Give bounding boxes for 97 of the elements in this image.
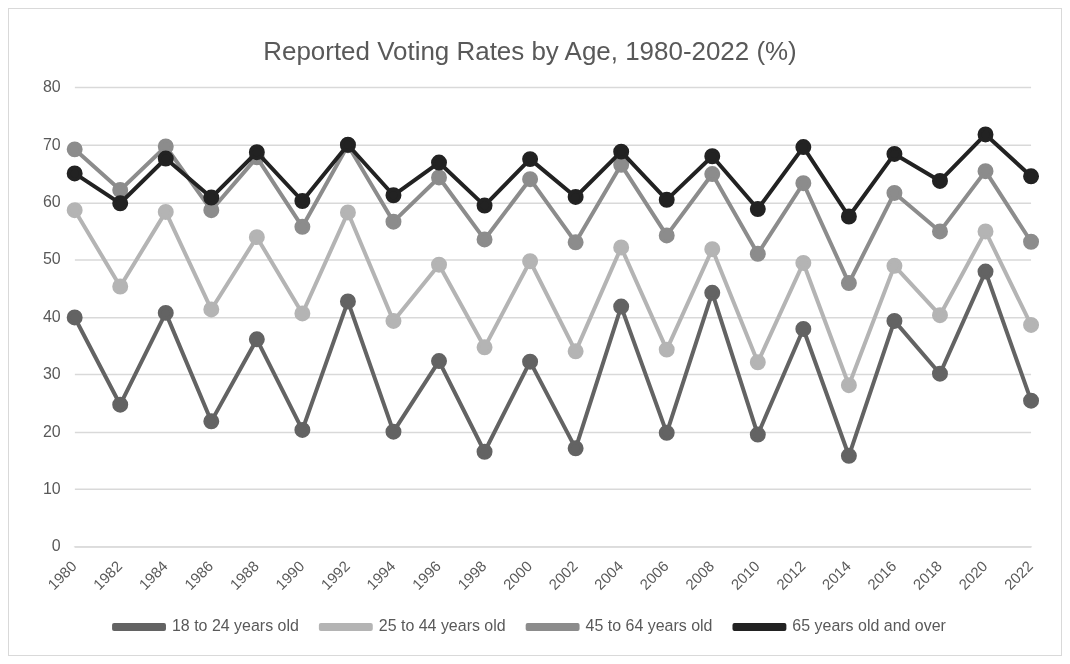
point bbox=[294, 305, 311, 322]
point bbox=[248, 331, 265, 348]
legend-label: 18 to 24 years old bbox=[171, 617, 299, 635]
y-tick-label: 60 bbox=[42, 193, 61, 211]
point bbox=[704, 284, 721, 301]
point bbox=[112, 182, 129, 199]
point bbox=[931, 365, 948, 382]
point bbox=[522, 171, 539, 188]
point bbox=[112, 278, 129, 295]
point bbox=[294, 421, 311, 438]
point bbox=[613, 239, 630, 256]
point bbox=[66, 202, 83, 219]
point bbox=[886, 184, 903, 201]
point bbox=[658, 191, 675, 208]
point bbox=[522, 353, 539, 370]
point bbox=[112, 195, 129, 212]
point bbox=[749, 201, 766, 218]
point bbox=[1023, 168, 1040, 185]
point bbox=[977, 163, 994, 180]
point bbox=[795, 175, 812, 192]
point bbox=[66, 165, 83, 182]
point bbox=[886, 312, 903, 329]
point bbox=[749, 354, 766, 371]
point bbox=[385, 187, 402, 204]
point bbox=[567, 440, 584, 457]
legend-label: 65 years old and over bbox=[792, 617, 947, 635]
point bbox=[476, 197, 493, 214]
point bbox=[294, 193, 311, 209]
point bbox=[431, 353, 447, 370]
point bbox=[157, 150, 174, 167]
point bbox=[385, 312, 402, 329]
point bbox=[522, 151, 539, 168]
point bbox=[795, 254, 812, 271]
point bbox=[157, 304, 174, 321]
point bbox=[704, 241, 721, 258]
point bbox=[157, 203, 174, 220]
point bbox=[567, 189, 584, 205]
point bbox=[1023, 392, 1040, 409]
y-tick-label: 30 bbox=[42, 365, 61, 383]
point bbox=[203, 413, 220, 430]
point bbox=[203, 189, 220, 206]
point bbox=[339, 293, 356, 310]
point bbox=[840, 377, 857, 394]
point bbox=[658, 227, 675, 244]
point bbox=[66, 141, 83, 158]
point bbox=[840, 447, 857, 464]
point bbox=[567, 343, 584, 360]
y-tick-label: 20 bbox=[42, 422, 61, 440]
point bbox=[613, 298, 630, 315]
point bbox=[704, 166, 721, 183]
point bbox=[66, 309, 83, 326]
legend-label: 25 to 44 years old bbox=[378, 617, 506, 635]
point bbox=[294, 218, 311, 235]
point bbox=[886, 257, 903, 274]
point bbox=[431, 154, 447, 171]
point bbox=[248, 144, 265, 161]
point bbox=[203, 301, 220, 318]
point bbox=[795, 320, 812, 337]
point bbox=[977, 126, 994, 143]
point bbox=[613, 143, 630, 160]
point bbox=[112, 396, 129, 413]
point bbox=[840, 275, 857, 292]
point bbox=[248, 229, 265, 246]
point bbox=[1023, 316, 1040, 333]
y-tick-label: 0 bbox=[51, 537, 61, 555]
y-tick-label: 10 bbox=[42, 480, 61, 498]
point bbox=[749, 245, 766, 262]
point bbox=[431, 256, 447, 273]
point bbox=[385, 213, 402, 230]
point bbox=[931, 307, 948, 324]
point bbox=[522, 253, 539, 270]
point bbox=[840, 208, 857, 225]
point bbox=[476, 443, 493, 460]
point bbox=[658, 424, 675, 441]
y-tick-label: 80 bbox=[42, 78, 61, 96]
point bbox=[658, 341, 675, 358]
point bbox=[476, 339, 493, 356]
point bbox=[476, 231, 493, 248]
point bbox=[385, 423, 402, 440]
y-tick-label: 50 bbox=[42, 250, 61, 268]
point bbox=[749, 426, 766, 443]
point bbox=[1023, 233, 1040, 250]
point bbox=[431, 169, 447, 186]
point bbox=[977, 223, 994, 240]
point bbox=[886, 145, 903, 162]
point bbox=[704, 148, 721, 165]
legend-label: 45 to 64 years old bbox=[585, 617, 713, 635]
y-tick-label: 40 bbox=[42, 307, 61, 325]
point bbox=[931, 223, 948, 240]
point bbox=[613, 156, 630, 173]
point bbox=[931, 172, 948, 189]
point bbox=[339, 204, 356, 221]
y-tick-label: 70 bbox=[42, 135, 61, 153]
point bbox=[795, 139, 812, 156]
point bbox=[567, 234, 584, 251]
point bbox=[977, 263, 994, 280]
chart-title: Reported Voting Rates by Age, 1980-2022 (%) bbox=[263, 36, 797, 65]
